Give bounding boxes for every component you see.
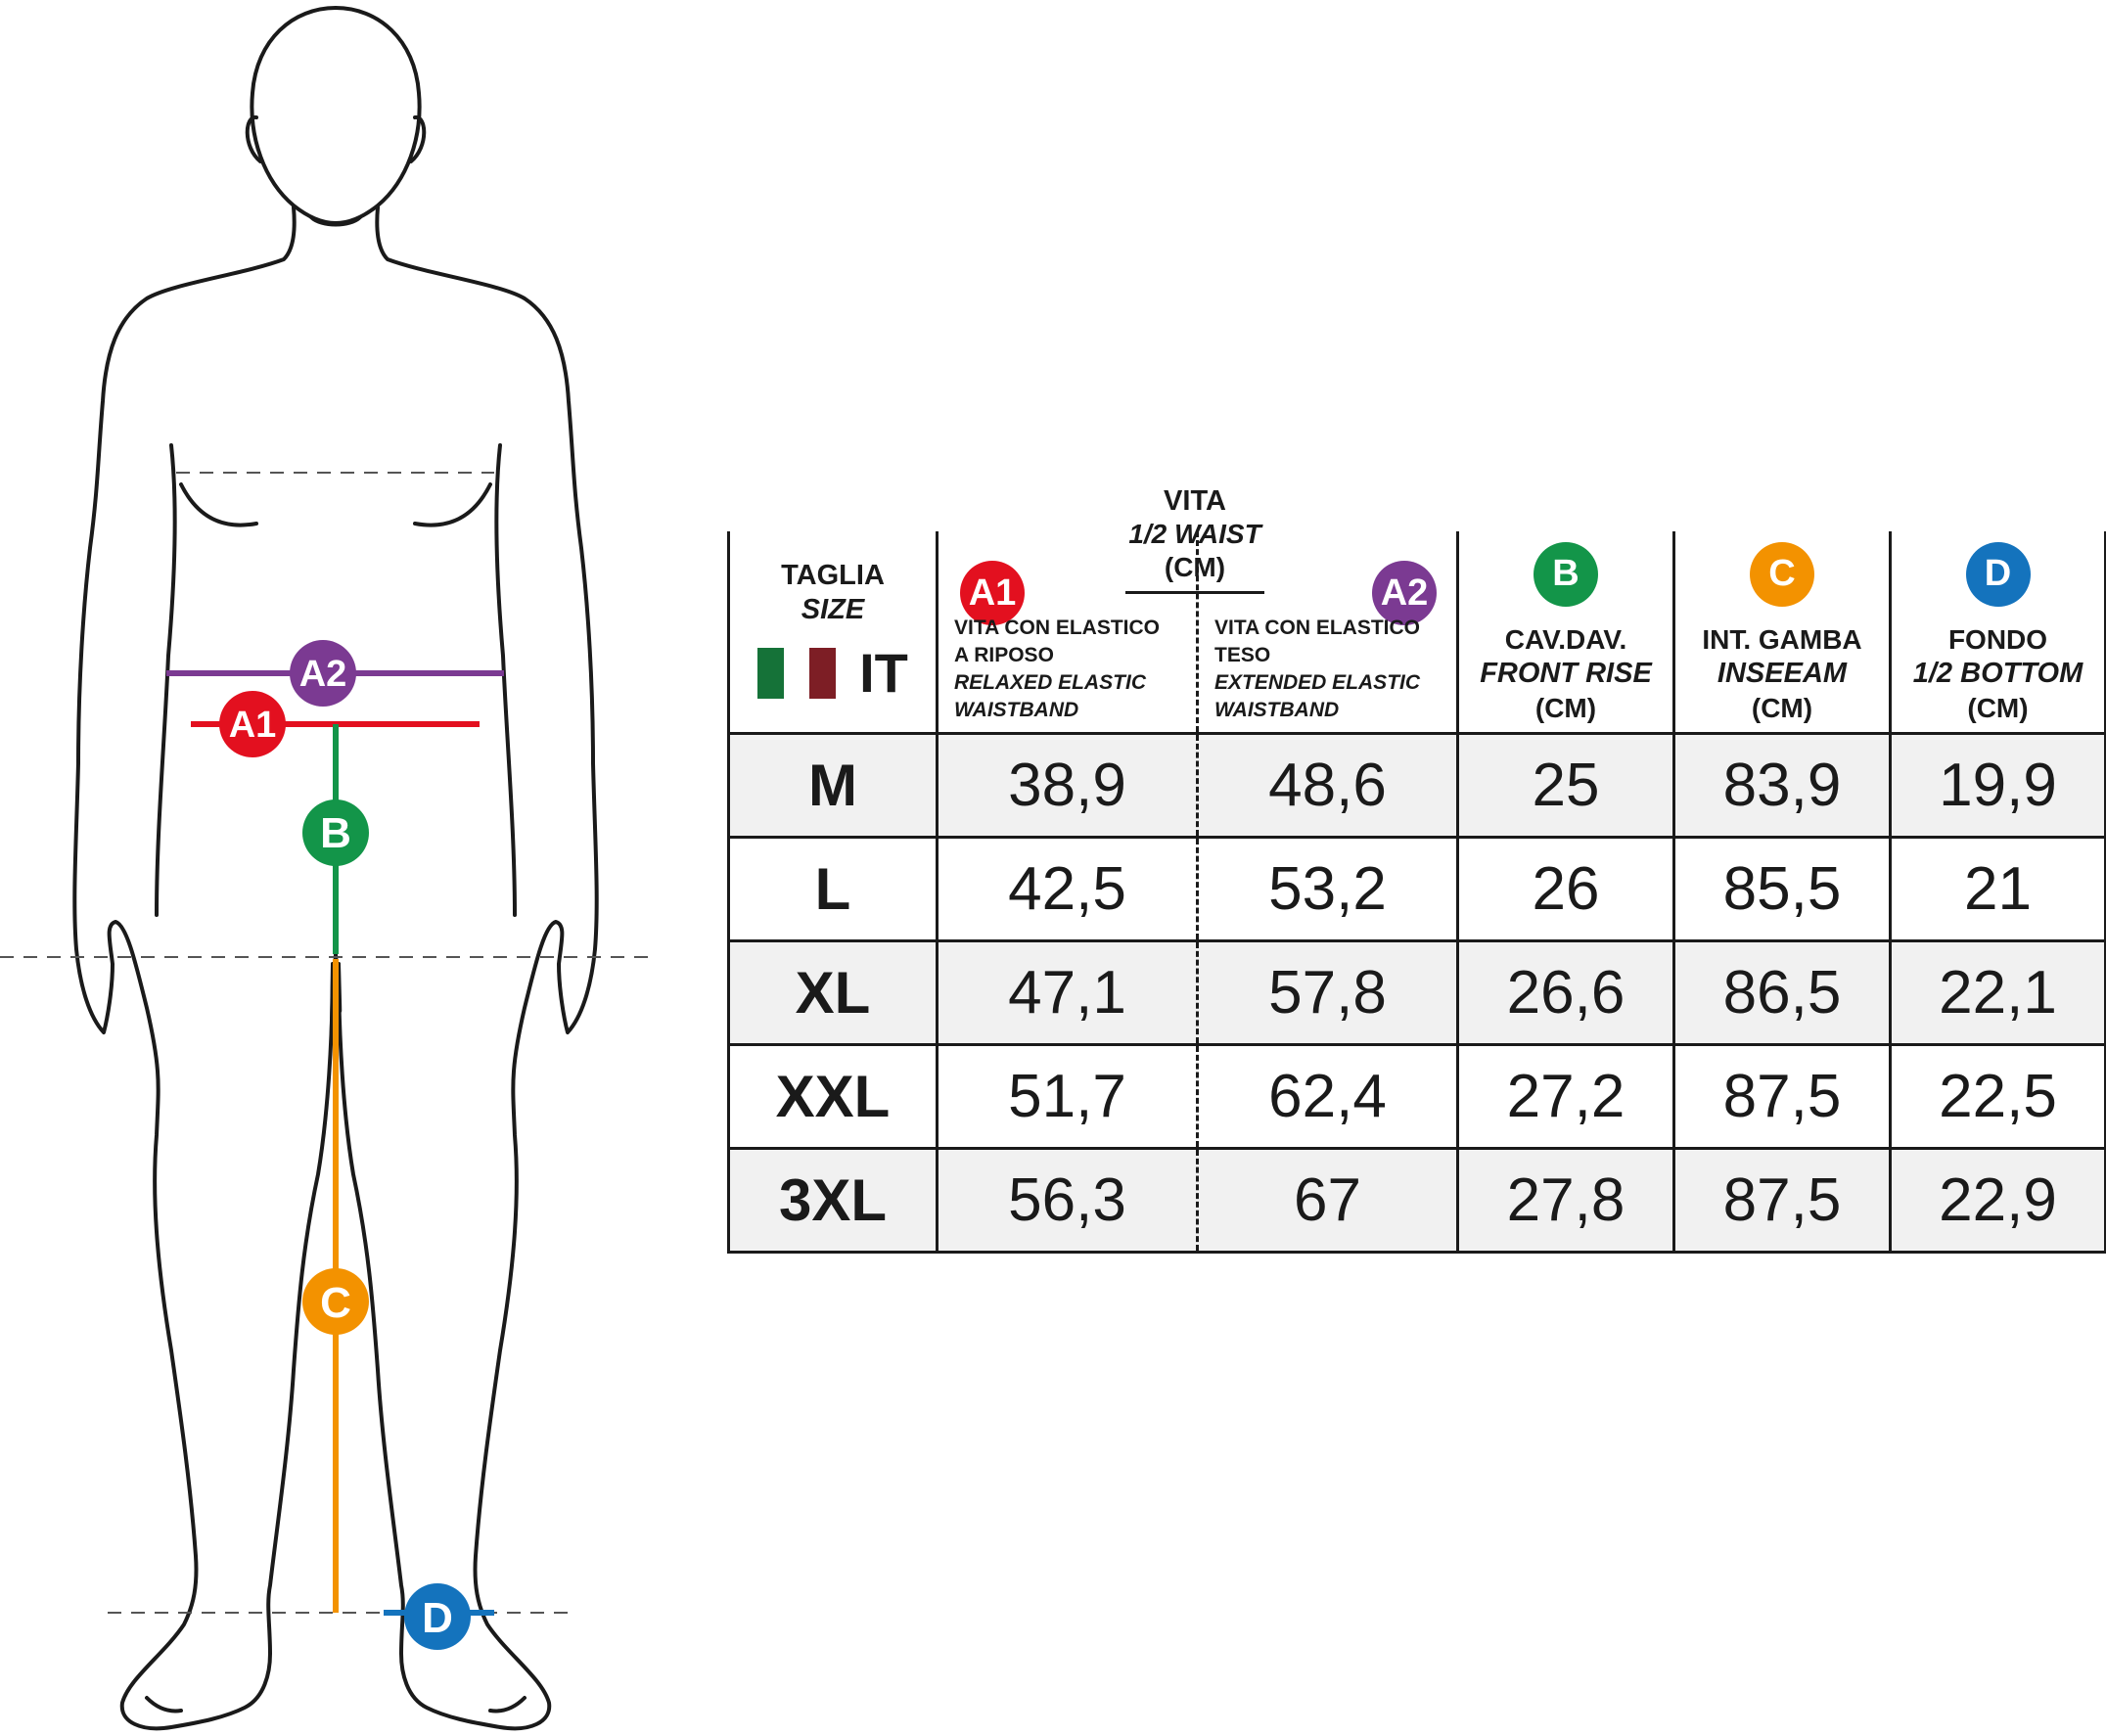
a1-cell: 47,1 <box>936 940 1198 1046</box>
a1-desc-line2: A RIPOSO <box>954 644 1054 666</box>
c-header-line1: INT. GAMBA <box>1702 623 1862 655</box>
a1-cell: 38,9 <box>936 733 1198 839</box>
c-column-header: C INT. GAMBA INSEEAM (CM) <box>1672 531 1891 735</box>
d-cell: 22,1 <box>1889 940 2106 1046</box>
size-cell: XXL <box>727 1044 938 1150</box>
a1-badge-label: A1 <box>229 705 277 746</box>
d-cell: 19,9 <box>1889 733 2106 839</box>
d-cell: 22,5 <box>1889 1044 2106 1150</box>
a1-cell: 51,7 <box>936 1044 1198 1150</box>
italy-flag-icon <box>757 647 837 699</box>
b-cell: 25 <box>1456 733 1674 839</box>
a2-cell: 57,8 <box>1196 940 1458 1046</box>
a1-desc-line3: RELAXED ELASTIC <box>954 671 1147 694</box>
c-badge-label: C <box>320 1279 351 1327</box>
c-cell: 87,5 <box>1672 1044 1891 1150</box>
a1-badge: A1 <box>219 691 286 757</box>
size-header-line1: TAGLIA <box>781 560 885 591</box>
a2-header-badge: A2 <box>1372 561 1437 625</box>
b-cell: 27,2 <box>1456 1044 1674 1150</box>
c-header-line2: INSEEAM <box>1717 657 1848 689</box>
table-row: 3XL 56,3 67 27,8 87,5 22,9 <box>727 1148 2106 1254</box>
c-badge: C <box>302 1268 369 1335</box>
size-cell: M <box>727 733 938 839</box>
table-row: XL 47,1 57,8 26,6 86,5 22,1 <box>727 940 2106 1046</box>
b-badge: B <box>302 799 369 866</box>
a2-column-header: A2 VITA CON ELASTICO TESO EXTENDED ELAST… <box>1196 531 1458 735</box>
b-header-unit: (CM) <box>1534 692 1597 723</box>
a2-badge-label: A2 <box>299 654 347 695</box>
b-cell: 26,6 <box>1456 940 1674 1046</box>
table-row: M 38,9 48,6 25 83,9 19,9 <box>727 733 2106 839</box>
d-badge: D <box>404 1583 471 1650</box>
d-header-line1: FONDO <box>1947 623 2048 655</box>
c-cell: 86,5 <box>1672 940 1891 1046</box>
c-cell: 85,5 <box>1672 837 1891 942</box>
size-column-header: TAGLIA SIZE IT <box>727 531 938 735</box>
b-column-header: B CAV.DAV. FRONT RISE (CM) <box>1456 531 1674 735</box>
a1-cell: 42,5 <box>936 837 1198 942</box>
c-cell: 87,5 <box>1672 1148 1891 1254</box>
a2-cell: 67 <box>1196 1148 1458 1254</box>
table-row: XXL 51,7 62,4 27,2 87,5 22,5 <box>727 1044 2106 1150</box>
a1-cell: 56,3 <box>936 1148 1198 1254</box>
a2-desc-line3: EXTENDED ELASTIC <box>1214 671 1421 694</box>
d-badge-label: D <box>422 1594 453 1642</box>
d-header-badge: D <box>1965 541 2031 607</box>
d-cell: 21 <box>1889 837 2106 942</box>
a2-desc-line1: VITA CON ELASTICO <box>1214 617 1420 639</box>
a2-badge: A2 <box>290 640 356 707</box>
a2-cell: 53,2 <box>1196 837 1458 942</box>
body-measurement-figure: A2 A1 B C D <box>0 0 685 1736</box>
b-cell: 27,8 <box>1456 1148 1674 1254</box>
size-chart-table: TAGLIA SIZE IT A1 VITA CON ELASTICO A <box>727 531 2106 1254</box>
human-silhouette <box>72 6 599 1731</box>
size-cell: L <box>727 837 938 942</box>
d-header-unit: (CM) <box>1967 692 2029 723</box>
c-header-badge: C <box>1750 541 1814 607</box>
a1-desc-line1: VITA CON ELASTICO <box>954 617 1160 639</box>
a1-desc-line4: WAISTBAND <box>954 699 1079 721</box>
d-column-header: D FONDO 1/2 BOTTOM (CM) <box>1889 531 2106 735</box>
a2-desc-line4: WAISTBAND <box>1214 699 1340 721</box>
size-cell: 3XL <box>727 1148 938 1254</box>
table-row: L 42,5 53,2 26 85,5 21 <box>727 837 2106 942</box>
vita-title: VITA <box>1164 485 1226 517</box>
d-cell: 22,9 <box>1889 1148 2106 1254</box>
size-cell: XL <box>727 940 938 1046</box>
b-header-line1: CAV.DAV. <box>1504 623 1627 655</box>
a1-header-badge: A1 <box>960 561 1025 625</box>
b-header-line2: FRONT RISE <box>1480 657 1652 689</box>
d-header-line2: 1/2 BOTTOM <box>1912 657 2083 689</box>
b-cell: 26 <box>1456 837 1674 942</box>
size-system-code: IT <box>859 642 908 704</box>
a1-column-header: A1 VITA CON ELASTICO A RIPOSO RELAXED EL… <box>936 531 1198 735</box>
table-header-row: TAGLIA SIZE IT A1 VITA CON ELASTICO A <box>727 531 2106 735</box>
b-header-badge: B <box>1534 541 1598 607</box>
a2-cell: 62,4 <box>1196 1044 1458 1150</box>
c-header-unit: (CM) <box>1751 692 1813 723</box>
a2-cell: 48,6 <box>1196 733 1458 839</box>
c-cell: 83,9 <box>1672 733 1891 839</box>
size-header-line2: SIZE <box>801 594 865 625</box>
a2-desc-line2: TESO <box>1214 644 1271 666</box>
b-badge-label: B <box>320 809 351 857</box>
